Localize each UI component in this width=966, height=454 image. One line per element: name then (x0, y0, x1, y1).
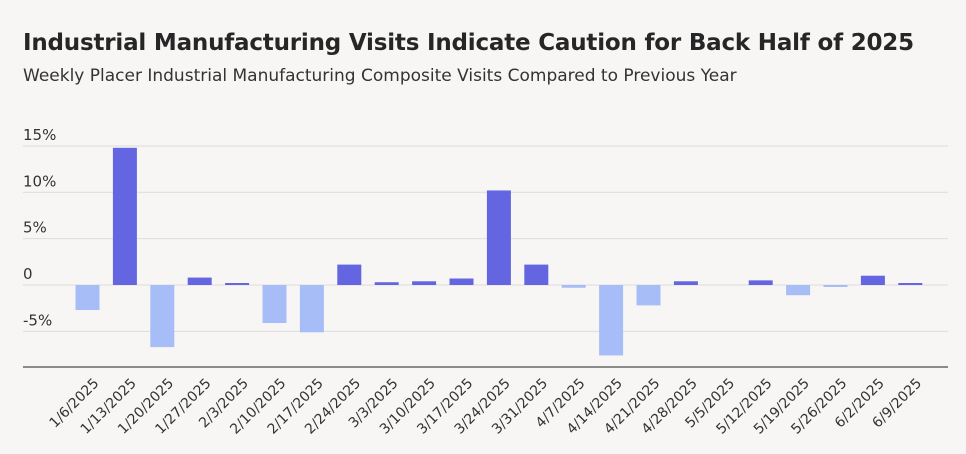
chart-subtitle: Weekly Placer Industrial Manufacturing C… (23, 66, 737, 86)
bar (748, 280, 773, 285)
y-tick-label: 10% (23, 172, 56, 190)
y-tick-label: 15% (23, 126, 56, 144)
y-tick-label: 5% (23, 219, 47, 237)
bar (786, 285, 811, 296)
bar (299, 285, 324, 333)
bar (150, 285, 175, 348)
y-tick-label: 0 (23, 265, 33, 283)
bar (187, 277, 212, 285)
bar (524, 264, 549, 285)
bar (412, 281, 437, 285)
bar (112, 147, 137, 285)
y-tick-label: -5% (23, 311, 52, 329)
bar (898, 283, 923, 285)
chart-title: Industrial Manufacturing Visits Indicate… (23, 30, 914, 56)
bar (486, 190, 511, 285)
bar (374, 282, 399, 285)
bar (673, 281, 698, 285)
bar (449, 278, 474, 285)
bar (823, 285, 848, 287)
bar (262, 285, 287, 324)
bar (636, 285, 661, 306)
bar (561, 285, 586, 288)
bar (225, 283, 250, 285)
bar (599, 285, 624, 356)
bar (75, 285, 100, 311)
bar (337, 264, 362, 285)
bar (860, 275, 885, 285)
